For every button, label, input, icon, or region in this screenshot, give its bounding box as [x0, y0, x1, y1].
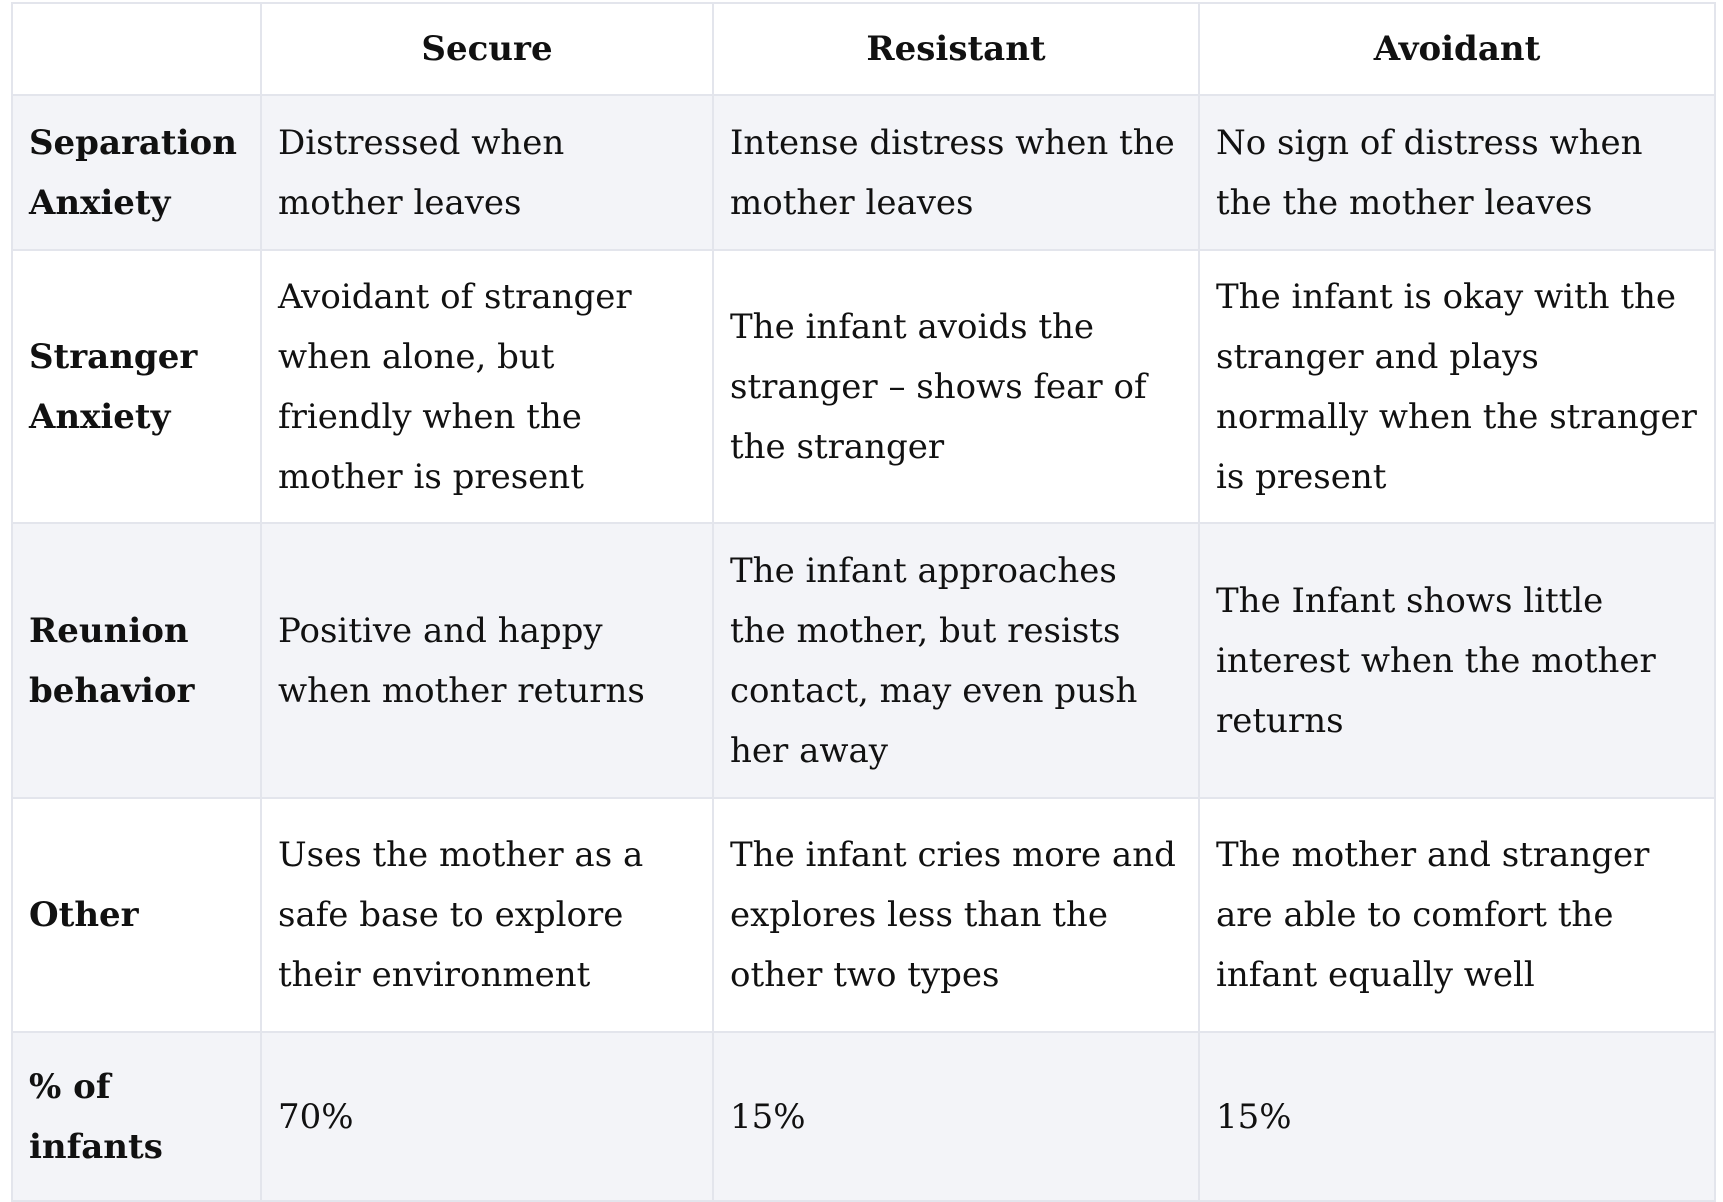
table-row: Reunion behavior Positive and happy when …	[11, 522, 1716, 799]
cell: Intense distress when the mother leaves	[712, 94, 1200, 251]
cell: Positive and happy when mother returns	[260, 522, 714, 799]
page: {"table": { "header": ["", "Secure", "Re…	[11, 2, 1716, 1202]
cell: The infant cries more and explores less …	[712, 797, 1200, 1033]
row-label: Reunion behavior	[11, 522, 262, 799]
cell: The mother and stranger are able to comf…	[1198, 797, 1716, 1033]
cell: The Infant shows little interest when th…	[1198, 522, 1716, 799]
cell: 15%	[1198, 1031, 1716, 1202]
column-header: Avoidant	[1198, 2, 1716, 96]
cell: The infant is okay with the stranger and…	[1198, 249, 1716, 524]
cell: No sign of distress when the the mother …	[1198, 94, 1716, 251]
table-row: Other Uses the mother as a safe base to e…	[11, 797, 1716, 1033]
row-label: Other	[11, 797, 262, 1033]
column-header: Secure	[260, 2, 714, 96]
cell: The infant avoids the stranger – shows f…	[712, 249, 1200, 524]
cell: Avoidant of stranger when alone, but fri…	[260, 249, 714, 524]
row-label: Separation Anxiety	[11, 94, 262, 251]
cell: Uses the mother as a safe base to explor…	[260, 797, 714, 1033]
cell: Distressed when mother leaves	[260, 94, 714, 251]
table-row: Separation Anxiety Distressed when mother…	[11, 94, 1716, 251]
comparison-table: Secure Resistant Avoidant Separation Anxie…	[11, 2, 1716, 1202]
cell: 70%	[260, 1031, 714, 1202]
table-row: Stranger Anxiety Avoidant of stranger whe…	[11, 249, 1716, 524]
row-label: % of infants	[11, 1031, 262, 1202]
table-row: % of infants 70% 15% 15%	[11, 1031, 1716, 1202]
cell: The infant approaches the mother, but re…	[712, 522, 1200, 799]
row-label: Stranger Anxiety	[11, 249, 262, 524]
corner-cell	[11, 2, 262, 96]
column-header: Resistant	[712, 2, 1200, 96]
cell: 15%	[712, 1031, 1200, 1202]
header-row: Secure Resistant Avoidant	[11, 2, 1716, 96]
